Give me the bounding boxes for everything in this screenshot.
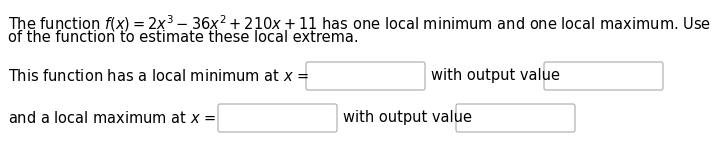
Text: with output value: with output value (431, 68, 560, 83)
Text: of the function to estimate these local extrema.: of the function to estimate these local … (8, 30, 359, 45)
Text: with output value: with output value (343, 110, 472, 125)
FancyBboxPatch shape (456, 104, 575, 132)
Text: This function has a local minimum at $x$ =: This function has a local minimum at $x$… (8, 68, 309, 84)
FancyBboxPatch shape (306, 62, 425, 90)
FancyBboxPatch shape (544, 62, 663, 90)
Text: The function $f(x) = 2x^3 - 36x^2 + 210x + 11$ has one local minimum and one loc: The function $f(x) = 2x^3 - 36x^2 + 210x… (8, 13, 713, 35)
Text: and a local maximum at $x$ =: and a local maximum at $x$ = (8, 110, 216, 126)
FancyBboxPatch shape (218, 104, 337, 132)
